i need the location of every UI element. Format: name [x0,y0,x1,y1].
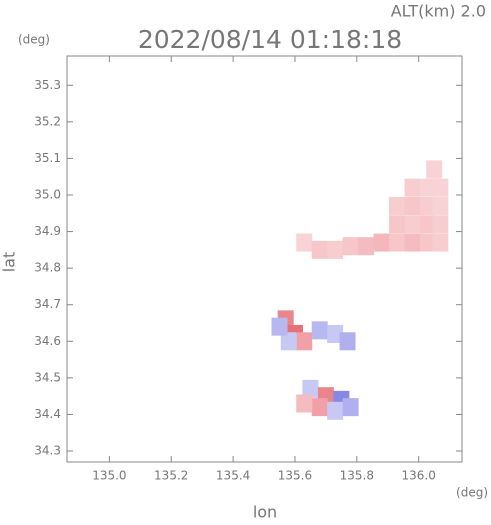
data-cell [426,160,443,179]
data-cell [311,240,328,259]
x-tick-label: 135.2 [154,469,188,483]
y-unit: (deg) [18,33,50,47]
data-cell [296,394,313,413]
y-tick-label: 34.3 [34,444,61,458]
data-cell [432,178,449,197]
data-cell [342,398,359,417]
data-cell [404,233,421,252]
x-tick-label: 136.0 [402,469,436,483]
y-tick-label: 34.9 [34,224,61,238]
x-tick-label: 135.8 [340,469,374,483]
data-cell [296,332,313,351]
data-cell [432,215,449,234]
data-cell [373,233,390,252]
x-tick-label: 135.0 [92,469,126,483]
x-axis-label: lon [253,503,277,522]
x-tick-label: 135.4 [216,469,250,483]
data-cell [419,233,436,252]
data-cell [280,332,297,351]
data-cell [404,215,421,234]
data-cell [432,196,449,215]
data-cell [358,237,375,256]
data-cell [327,324,344,343]
data-cell [296,233,313,252]
data-cell [419,178,436,197]
data-cell [271,317,288,336]
y-tick-label: 35.3 [34,78,61,92]
data-cell [419,196,436,215]
y-axis-label: lat [0,252,19,273]
y-tick-label: 35.2 [34,114,61,128]
x-tick-label: 135.6 [278,469,312,483]
y-tick-label: 35.1 [34,151,61,165]
data-cell [339,332,356,351]
y-tick-label: 34.8 [34,261,61,275]
data-cell [342,237,359,256]
data-cell [389,196,406,215]
data-cell [389,233,406,252]
data-cell [311,321,328,340]
data-cell [404,196,421,215]
chart-title: 2022/08/14 01:18:18 [138,25,402,54]
altitude-label: ALT(km) 2.0 [391,2,486,21]
data-cell [389,215,406,234]
data-cell [419,215,436,234]
data-cell [302,379,319,398]
data-cell [311,398,328,417]
x-unit: (deg) [456,486,488,500]
plot-frame [66,55,463,463]
y-tick-label: 34.5 [34,370,61,384]
data-cell [432,233,449,252]
y-tick-label: 34.7 [34,297,61,311]
y-tick-label: 34.4 [34,407,61,421]
data-cell [327,240,344,259]
y-tick-label: 34.6 [34,334,61,348]
data-cell [404,178,421,197]
data-cell [327,401,344,420]
y-tick-label: 35.0 [34,187,61,201]
